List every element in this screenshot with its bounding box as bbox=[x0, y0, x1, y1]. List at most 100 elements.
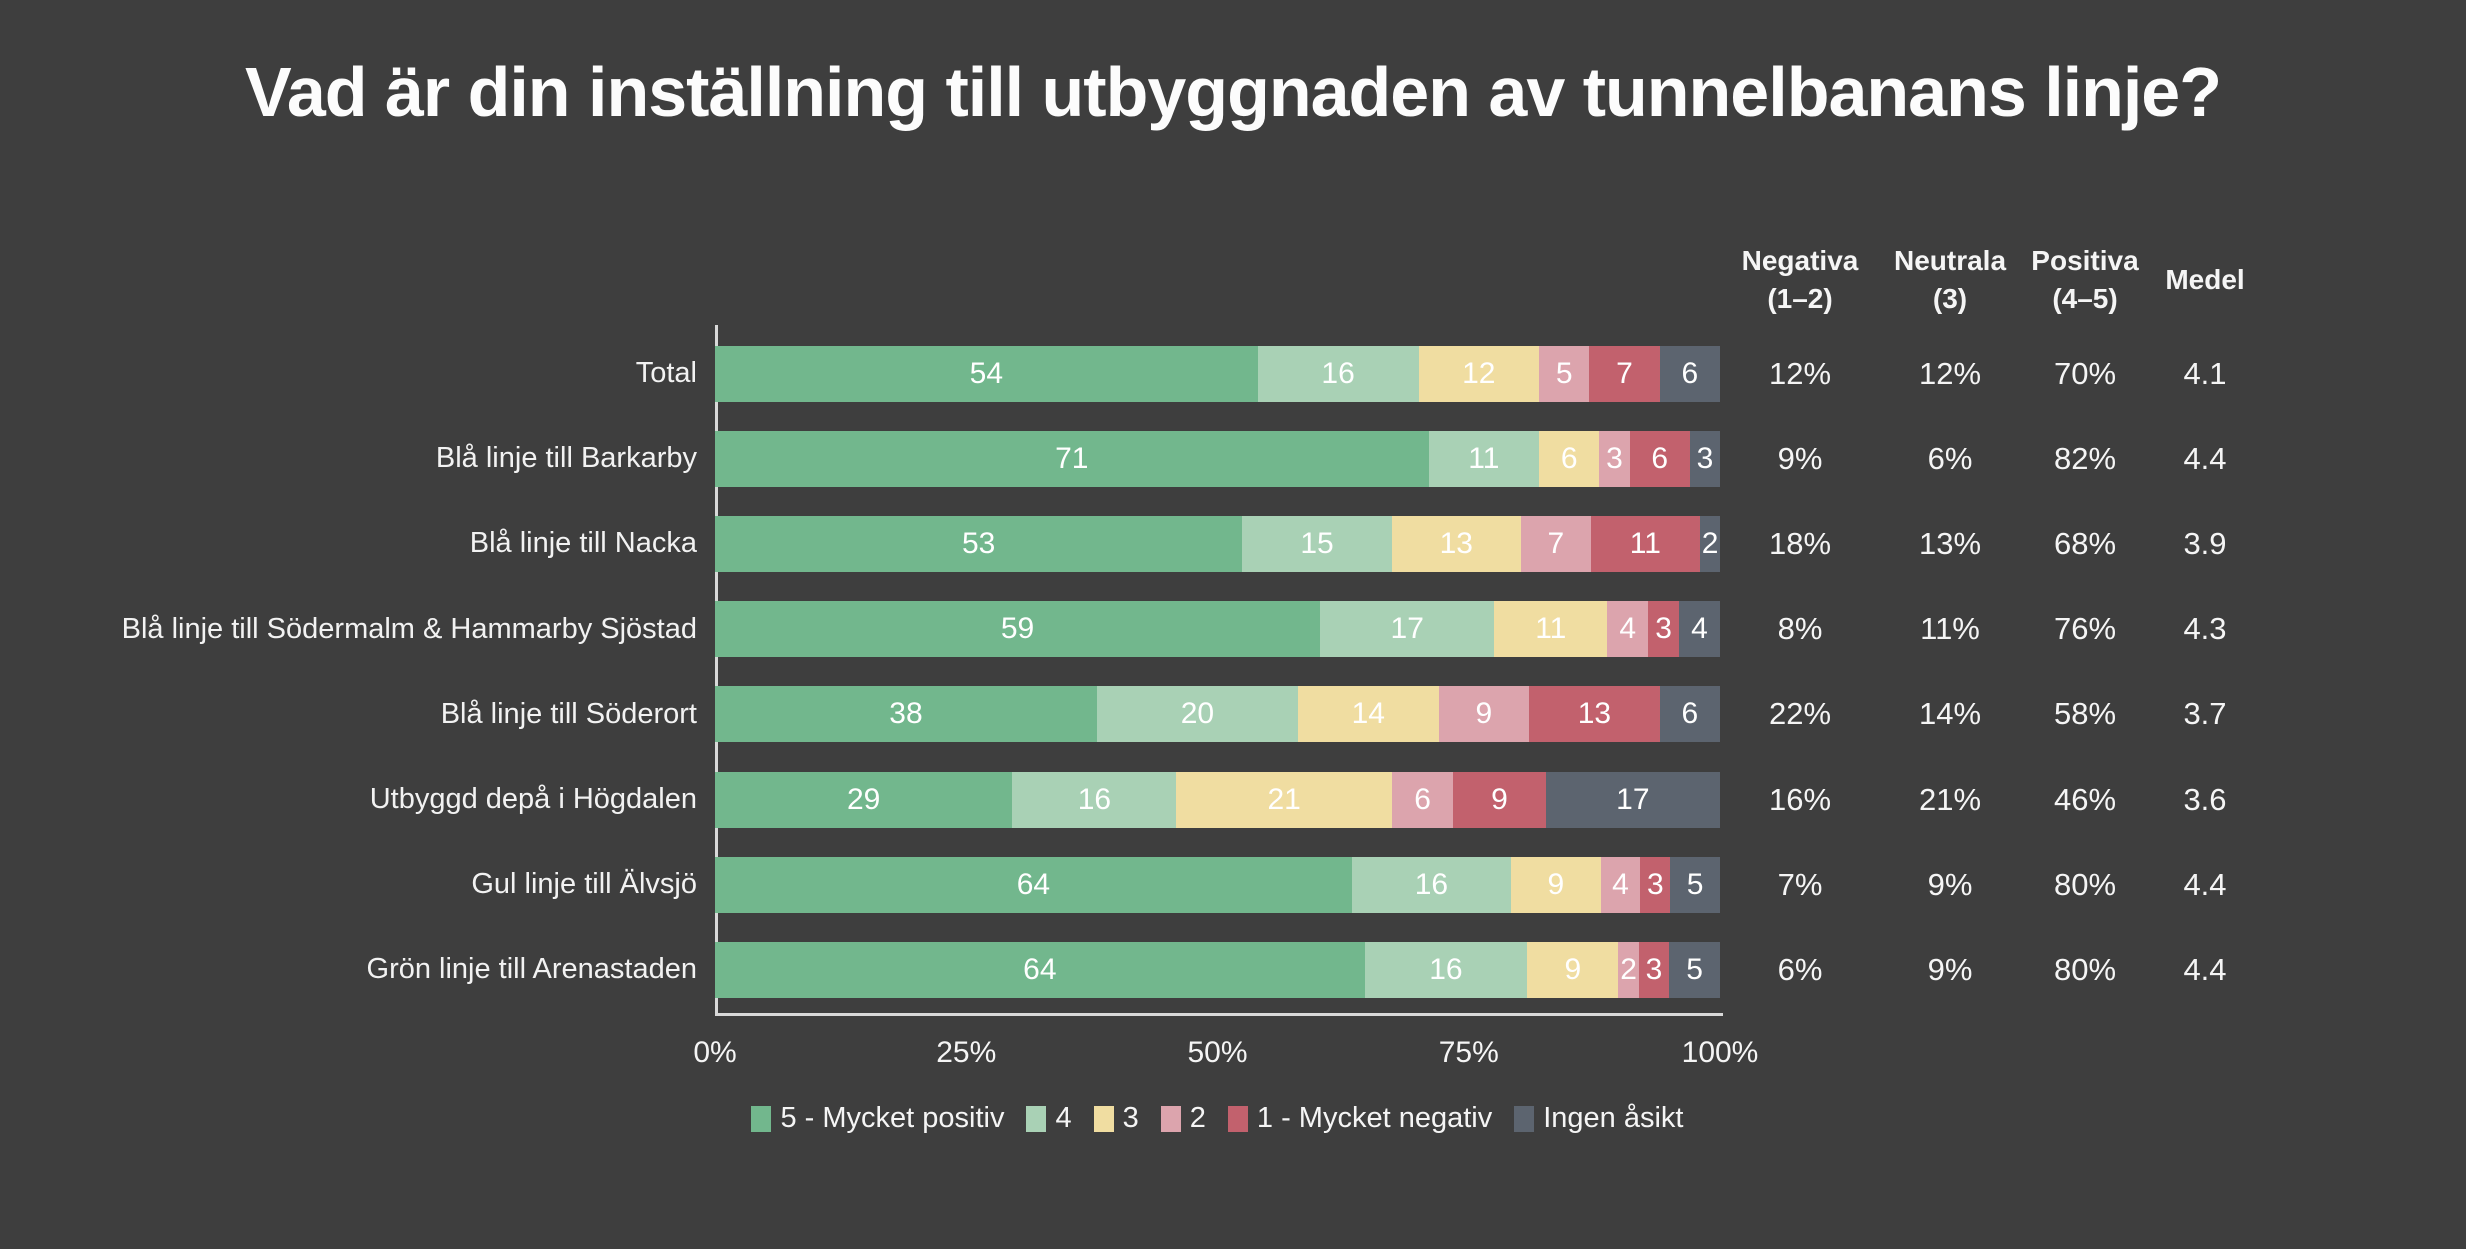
segment-value: 5 bbox=[1686, 867, 1704, 901]
segment-value: 16 bbox=[1429, 952, 1463, 986]
bar-segment-2: 4 bbox=[1607, 601, 1649, 658]
bar-segment-1: 6 bbox=[1629, 430, 1690, 487]
x-axis-tick: 50% bbox=[1187, 1036, 1248, 1069]
segment-value: 64 bbox=[1016, 867, 1051, 901]
column-header-medel: Medel bbox=[2150, 261, 2260, 299]
bar-segment-5: 29 bbox=[715, 771, 1013, 828]
stat-negativa: 22% bbox=[1768, 696, 1832, 732]
stat-medel: 4.3 bbox=[2183, 611, 2227, 647]
stat-positiva: 70% bbox=[2053, 355, 2117, 391]
bar-segment-3: 9 bbox=[1527, 941, 1619, 998]
legend-swatch-4 bbox=[1026, 1105, 1047, 1132]
row-label: Blå linje till Barkarby bbox=[435, 442, 697, 475]
bar-segment-no-opinion: 5 bbox=[1669, 941, 1720, 998]
segment-value: 16 bbox=[1077, 782, 1112, 816]
bar-segment-3: 14 bbox=[1297, 686, 1439, 743]
segment-value: 59 bbox=[1000, 612, 1035, 646]
bar-segment-2: 4 bbox=[1600, 856, 1641, 913]
stat-negativa: 7% bbox=[1777, 866, 1823, 902]
legend-swatch-very-negative bbox=[1227, 1105, 1248, 1132]
legend-swatch-3 bbox=[1093, 1105, 1114, 1132]
legend-swatch-2 bbox=[1160, 1105, 1181, 1132]
segment-value: 16 bbox=[1321, 356, 1355, 390]
bar-segment-1: 11 bbox=[1590, 515, 1701, 572]
segment-value: 9 bbox=[1475, 697, 1493, 731]
bar-segment-4: 17 bbox=[1320, 601, 1495, 658]
segment-value: 13 bbox=[1439, 526, 1473, 560]
column-header-line1: Neutrala bbox=[1893, 244, 2007, 276]
stat-neutrala: 9% bbox=[1927, 951, 1973, 987]
column-header-negativa: Negativa (1–2) bbox=[1720, 242, 1880, 318]
segment-value: 6 bbox=[1681, 697, 1699, 731]
bar-segment-4: 16 bbox=[1257, 345, 1419, 402]
bar-segment-no-opinion: 3 bbox=[1689, 430, 1720, 487]
segment-value: 16 bbox=[1414, 867, 1449, 901]
bar-segment-2: 3 bbox=[1599, 430, 1630, 487]
segment-value: 38 bbox=[889, 697, 923, 731]
segment-value: 5 bbox=[1555, 356, 1573, 390]
column-header-neutrala: Neutrala (3) bbox=[1880, 242, 2020, 318]
segment-value: 6 bbox=[1414, 782, 1431, 816]
stat-positiva: 58% bbox=[2053, 696, 2117, 732]
stat-neutrala: 14% bbox=[1918, 696, 1982, 732]
row-label: Grön linje till Arenastaden bbox=[366, 953, 697, 986]
x-axis-tick: 25% bbox=[936, 1036, 997, 1069]
bar-segment-no-opinion: 17 bbox=[1545, 771, 1720, 828]
stat-negativa: 12% bbox=[1768, 355, 1832, 391]
column-header-line2: (3) bbox=[1932, 282, 1968, 314]
segment-value: 2 bbox=[1701, 526, 1719, 560]
bar-segment-4: 16 bbox=[1364, 941, 1528, 998]
x-axis-tick: 0% bbox=[693, 1036, 737, 1069]
stacked-bar: 53 15 13 7 11 2 bbox=[715, 515, 1720, 572]
stat-neutrala: 12% bbox=[1918, 355, 1982, 391]
stat-positiva: 80% bbox=[2053, 866, 2117, 902]
segment-value: 13 bbox=[1577, 697, 1612, 731]
stat-positiva: 46% bbox=[2053, 781, 2117, 817]
bar-segment-1: 9 bbox=[1453, 771, 1546, 828]
bar-segment-1: 3 bbox=[1640, 856, 1671, 913]
stat-negativa: 16% bbox=[1768, 781, 1832, 817]
legend-item: 5 - Mycket positiv bbox=[751, 1102, 1004, 1135]
stat-medel: 3.6 bbox=[2183, 781, 2227, 817]
segment-value: 21 bbox=[1267, 782, 1301, 816]
stat-medel: 3.9 bbox=[2183, 525, 2227, 561]
legend-label: 4 bbox=[1055, 1102, 1072, 1134]
bar-segment-3: 21 bbox=[1176, 771, 1392, 828]
row-label: Gul linje till Älvsjö bbox=[471, 868, 697, 901]
chart-title: Vad är din inställning till utbyggnaden … bbox=[245, 53, 2222, 131]
segment-value: 15 bbox=[1300, 526, 1334, 560]
stat-medel: 3.7 bbox=[2183, 696, 2227, 732]
bar-segment-4: 16 bbox=[1351, 856, 1512, 913]
legend-item: 4 bbox=[1026, 1102, 1072, 1135]
legend-swatch-no-opinion bbox=[1514, 1105, 1535, 1132]
segment-value: 7 bbox=[1547, 526, 1565, 560]
bar-segment-1: 3 bbox=[1648, 601, 1679, 658]
segment-value: 4 bbox=[1612, 867, 1629, 901]
stat-medel: 4.4 bbox=[2183, 866, 2227, 902]
bar-segment-5: 54 bbox=[715, 345, 1258, 402]
bar-segment-2: 5 bbox=[1539, 345, 1590, 402]
legend-label: 5 - Mycket positiv bbox=[780, 1102, 1005, 1134]
segment-value: 4 bbox=[1691, 612, 1708, 646]
segment-value: 9 bbox=[1547, 867, 1565, 901]
segment-value: 11 bbox=[1629, 526, 1661, 560]
bar-segment-4: 15 bbox=[1242, 515, 1392, 572]
stat-positiva: 76% bbox=[2053, 611, 2117, 647]
segment-value: 54 bbox=[969, 356, 1004, 390]
bar-segment-1: 7 bbox=[1589, 345, 1660, 402]
bar-segment-no-opinion: 6 bbox=[1659, 686, 1720, 743]
bar-segment-5: 71 bbox=[715, 430, 1429, 487]
segment-value: 9 bbox=[1564, 952, 1582, 986]
bar-segment-3: 6 bbox=[1539, 430, 1600, 487]
bar-segment-1: 13 bbox=[1529, 686, 1660, 743]
segment-value: 3 bbox=[1646, 867, 1664, 901]
x-axis-tick: 100% bbox=[1681, 1036, 1759, 1069]
segment-value: 3 bbox=[1645, 952, 1663, 986]
legend-item: 2 bbox=[1160, 1102, 1206, 1135]
segment-value: 12 bbox=[1462, 356, 1496, 390]
x-axis-tick: 75% bbox=[1438, 1036, 1499, 1069]
legend-swatch-very-positive bbox=[751, 1105, 772, 1132]
segment-value: 7 bbox=[1616, 356, 1633, 390]
segment-value: 20 bbox=[1180, 697, 1215, 731]
stacked-bar: 64 16 9 4 3 5 bbox=[715, 856, 1720, 913]
